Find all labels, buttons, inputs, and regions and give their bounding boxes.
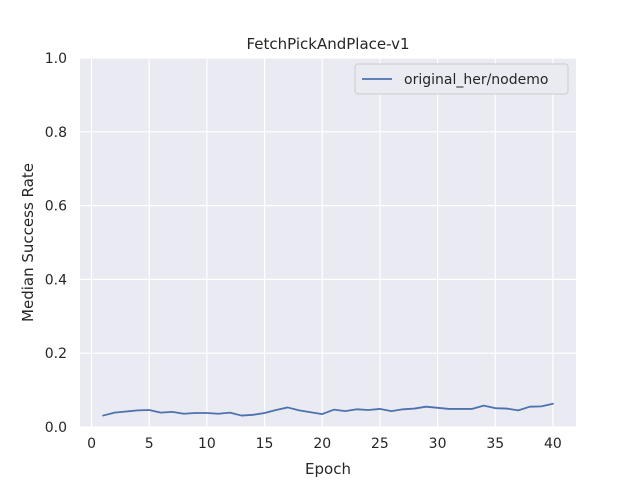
data-point	[286, 406, 288, 408]
data-point	[321, 413, 323, 415]
y-tick-label: 0.6	[45, 199, 67, 215]
x-tick-label: 10	[198, 436, 216, 452]
legend-box	[354, 63, 569, 95]
data-point	[448, 408, 450, 410]
data-point	[483, 404, 485, 406]
data-point	[298, 409, 300, 411]
data-point	[356, 408, 358, 410]
x-tick-label: 30	[429, 436, 447, 452]
x-tick-label: 5	[145, 436, 154, 452]
data-point	[252, 414, 254, 416]
x-tick-labels: 0 5 10 15 20 25 30 35 40	[87, 436, 562, 452]
y-tick-labels: 0.0 0.2 0.4 0.6 0.8 1.0	[45, 51, 67, 436]
data-point	[113, 411, 115, 413]
x-tick-label: 25	[371, 436, 389, 452]
grid-lines	[80, 57, 576, 428]
data-point	[471, 408, 473, 410]
y-tick-label: 0.0	[45, 420, 67, 436]
series-layer	[102, 402, 554, 417]
data-point	[436, 407, 438, 409]
y-tick-label: 0.4	[45, 272, 67, 288]
data-point	[413, 407, 415, 409]
data-point	[275, 409, 277, 411]
data-point	[506, 407, 508, 409]
x-axis-label: Epoch	[305, 460, 351, 478]
data-point	[517, 409, 519, 411]
x-tick-label: 0	[87, 436, 96, 452]
data-point	[459, 408, 461, 410]
data-point	[125, 410, 127, 412]
data-point	[390, 410, 392, 412]
data-point	[240, 414, 242, 416]
chart-title: FetchPickAndPlace-v1	[246, 35, 409, 53]
y-axis-label: Median Success Rate	[19, 163, 37, 322]
data-point	[229, 411, 231, 413]
data-point	[206, 412, 208, 414]
x-tick-label: 20	[313, 436, 331, 452]
data-point	[333, 408, 335, 410]
x-tick-label: 40	[544, 436, 562, 452]
legend-label-original-her-nodemo: original_her/nodemo	[404, 72, 548, 88]
data-point	[379, 408, 381, 410]
x-tick-label: 15	[256, 436, 274, 452]
data-point	[344, 410, 346, 412]
data-point	[367, 409, 369, 411]
data-point	[102, 414, 104, 416]
y-tick-label: 0.8	[45, 125, 67, 141]
data-point	[148, 409, 150, 411]
y-tick-label: 1.0	[45, 51, 67, 67]
y-tick-label: 0.2	[45, 346, 67, 362]
data-point	[160, 411, 162, 413]
data-point	[425, 406, 427, 408]
data-point	[494, 407, 496, 409]
data-point	[263, 412, 265, 414]
plot-area	[80, 58, 576, 427]
data-point	[529, 406, 531, 408]
legend: original_her/nodemo	[354, 63, 569, 95]
data-point	[194, 412, 196, 414]
data-point	[540, 405, 542, 407]
data-point	[402, 408, 404, 410]
data-point	[136, 409, 138, 411]
data-point	[552, 403, 554, 405]
data-point	[183, 413, 185, 415]
data-point	[171, 411, 173, 413]
x-tick-label: 35	[486, 436, 504, 452]
series-line-0	[102, 402, 554, 417]
data-point	[217, 413, 219, 415]
data-point	[310, 411, 312, 413]
